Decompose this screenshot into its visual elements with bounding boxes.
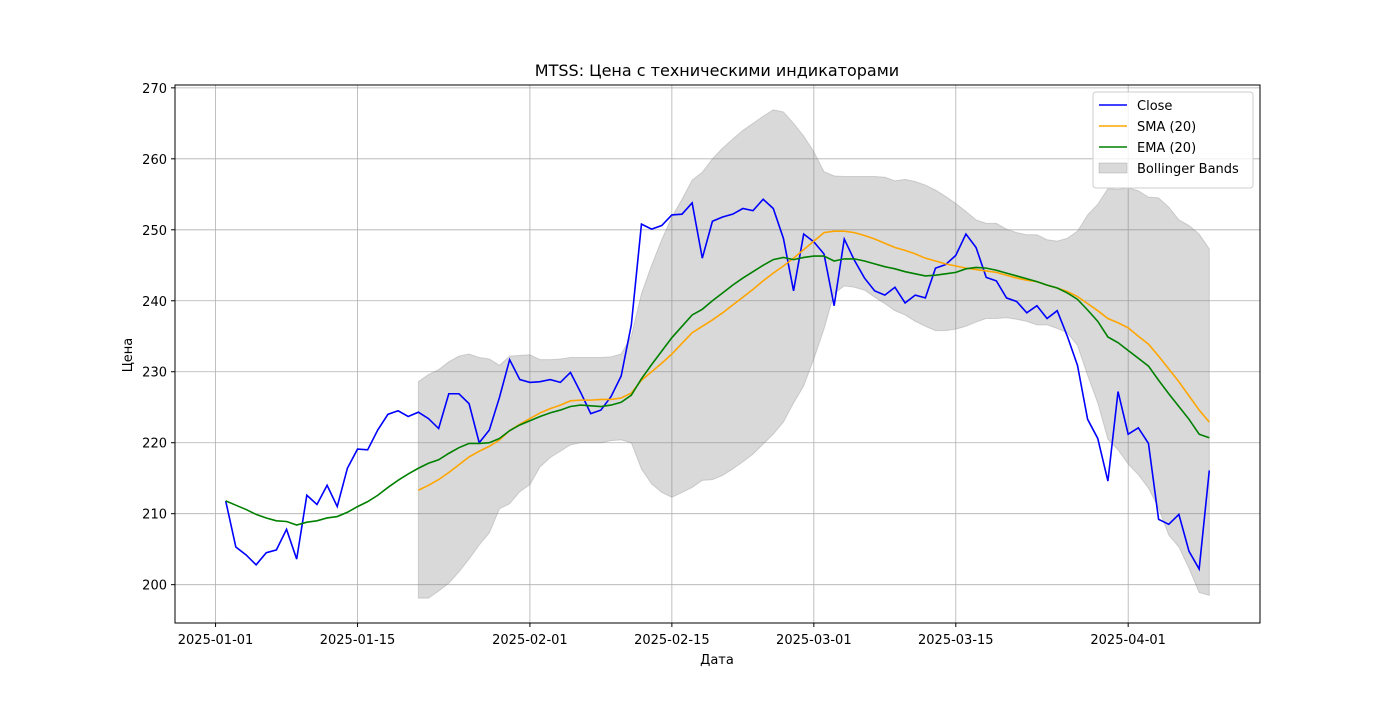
y-tick-label: 270 xyxy=(142,82,167,97)
legend-swatch xyxy=(1098,162,1128,174)
x-tick-label: 2025-04-01 xyxy=(1090,633,1166,648)
y-tick-label: 200 xyxy=(142,579,167,594)
legend-label: EMA (20) xyxy=(1137,141,1196,156)
y-tick-label: 210 xyxy=(142,508,167,523)
y-tick-label: 260 xyxy=(142,153,167,168)
x-tick-label: 2025-01-15 xyxy=(320,633,396,648)
y-tick-label: 240 xyxy=(142,295,167,310)
x-tick-label: 2025-01-01 xyxy=(178,633,254,648)
y-axis-label: Цена xyxy=(121,338,136,373)
y-tick-label: 230 xyxy=(142,366,167,381)
x-axis-label: Дата xyxy=(700,653,734,668)
plot-frame xyxy=(174,84,1261,624)
legend-label: SMA (20) xyxy=(1137,120,1196,135)
legend-box xyxy=(1092,91,1254,189)
legend: Close SMA (20) EMA (20) Bollinger Bands xyxy=(1092,91,1254,189)
y-tick-label: 220 xyxy=(142,437,167,452)
legend-label: Close xyxy=(1137,99,1172,114)
legend-label: Bollinger Bands xyxy=(1137,162,1239,177)
bollinger-band xyxy=(417,109,1210,599)
line-series xyxy=(225,255,1210,526)
x-tick-label: 2025-03-15 xyxy=(918,633,994,648)
x-tick-label: 2025-02-01 xyxy=(492,633,568,648)
y-tick-label: 250 xyxy=(142,224,167,239)
x-tick-label: 2025-02-15 xyxy=(634,633,710,648)
line-series xyxy=(418,230,1210,491)
line-series xyxy=(224,198,1211,572)
x-tick-label: 2025-03-01 xyxy=(776,633,852,648)
chart-title: MTSS: Цена с техническими индикаторами xyxy=(535,61,899,80)
